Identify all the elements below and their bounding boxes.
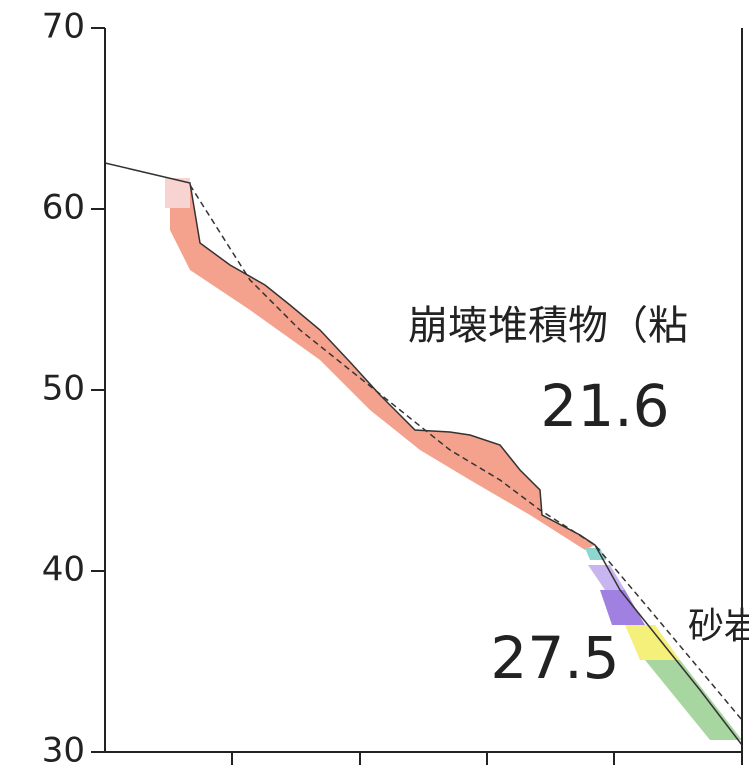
- colluvium: [170, 183, 595, 550]
- annotation: 崩壊堆積物（粘: [408, 303, 688, 349]
- annotation: 27.5: [490, 624, 619, 692]
- annotation: 砂岩: [688, 606, 749, 647]
- y-tick-label: 40: [42, 550, 85, 590]
- annotation: 21.6: [540, 372, 669, 440]
- y-tick-label: 50: [42, 369, 85, 409]
- layer-green: [645, 660, 742, 740]
- section-layers: [165, 178, 742, 740]
- layer-lavender: [588, 565, 625, 590]
- y-tick-label: 60: [42, 188, 85, 228]
- y-tick-label: 30: [42, 731, 85, 771]
- y-tick-label: 70: [42, 7, 85, 47]
- chart: 30 40 50 60 70 崩壊堆積物（粘 21.6 砂岩 27.5: [0, 0, 749, 774]
